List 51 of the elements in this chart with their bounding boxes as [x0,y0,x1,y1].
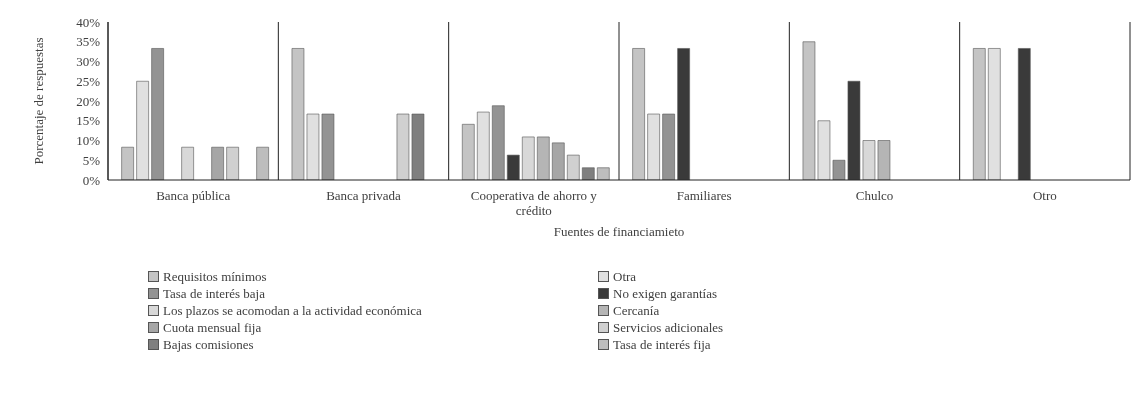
bar [581,167,595,180]
bar [121,146,134,180]
bar [1017,48,1031,180]
bar [491,105,505,180]
bar [536,136,550,180]
x-tick-label: Otro [1032,188,1057,203]
bar [521,136,535,180]
bar [211,146,224,180]
bar [461,124,475,180]
bar [476,111,490,180]
bar [596,167,610,180]
x-tick-label: Banca privada [326,188,402,203]
y-tick-label: 15% [76,113,101,129]
bar [647,113,660,180]
legend-label: Cercanía [613,302,660,319]
bar [136,80,149,180]
x-axis-title: Fuentes de financiamieto [553,224,685,239]
legend-label: Otra [613,268,637,285]
bar [972,48,986,180]
y-tick-label: 25% [76,73,101,89]
legend-label: Tasa de interés fija [613,336,711,353]
legend-label: Cuota mensual fija [163,319,262,336]
bar [256,146,269,180]
x-tick-label: Cooperativa de ahorro y crédito [470,188,598,218]
legend-label: Servicios adicionales [613,319,724,336]
x-tick-label: Chulco [855,188,894,203]
legend-label: Bajas comisiones [163,336,254,353]
bar [987,48,1001,180]
bar [566,154,580,180]
x-tick-label: Banca pública [156,188,231,203]
y-tick-label: 5% [82,152,101,168]
bar [551,142,565,180]
legend-label: Requisitos mínimos [163,268,267,285]
y-tick-label: 30% [76,54,101,70]
x-tick-label: Familiares [676,188,732,203]
bar [506,154,520,180]
legend-label: Los plazos se acomodan a la actividad económica [163,302,422,319]
legend-label: No exigen garantías [613,285,717,302]
bar [677,48,690,180]
y-tick-label: 40% [76,14,101,30]
y-axis-title: Porcentaje de respuestas [30,37,46,165]
y-tick-label: 20% [76,93,101,109]
bar [226,146,239,180]
y-tick-label: 35% [76,34,101,50]
bar [662,113,675,180]
y-tick-label: 0% [82,172,101,188]
bar [181,146,194,180]
bar [632,48,645,180]
legend-label: Tasa de interés baja [163,285,265,302]
bar [151,48,164,180]
y-tick-label: 10% [76,133,101,149]
